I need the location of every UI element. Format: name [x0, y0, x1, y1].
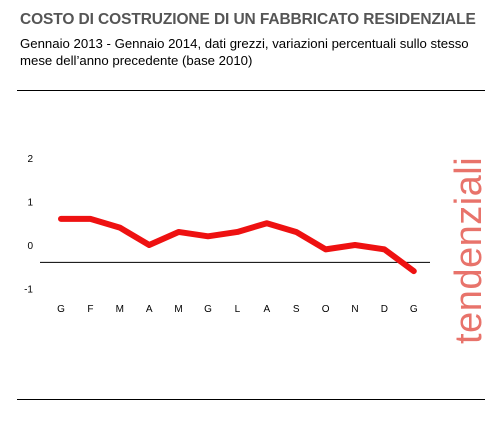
bottom-divider	[17, 399, 485, 400]
x-tick-label: A	[263, 304, 270, 315]
top-divider	[17, 90, 485, 91]
x-tick-label: F	[87, 304, 93, 315]
y-tick-label: 1	[27, 198, 33, 209]
y-axis-ticks: 2 1 0 -1	[24, 154, 33, 296]
x-tick-label: L	[235, 304, 241, 315]
series-line	[58, 215, 417, 275]
y-tick-label: -1	[24, 285, 33, 296]
x-tick-label: S	[293, 304, 300, 315]
y-tick-label: 2	[27, 154, 33, 165]
y-tick-label: 0	[27, 241, 33, 252]
x-tick-label: N	[351, 304, 358, 315]
x-tick-label: G	[410, 304, 418, 315]
x-tick-label: M	[116, 304, 124, 315]
x-tick-label: O	[322, 304, 330, 315]
x-tick-label: A	[146, 304, 153, 315]
chart-title: COSTO DI COSTRUZIONE DI UN FABBRICATO RE…	[20, 11, 476, 28]
x-tick-label: G	[57, 304, 65, 315]
side-label-tendenziali: tendenziali	[448, 156, 490, 344]
x-tick-label: D	[381, 304, 388, 315]
chart-subtitle: Gennaio 2013 - Gennaio 2014, dati grezzi…	[20, 36, 469, 68]
x-tick-label: G	[204, 304, 212, 315]
x-tick-label: M	[174, 304, 182, 315]
